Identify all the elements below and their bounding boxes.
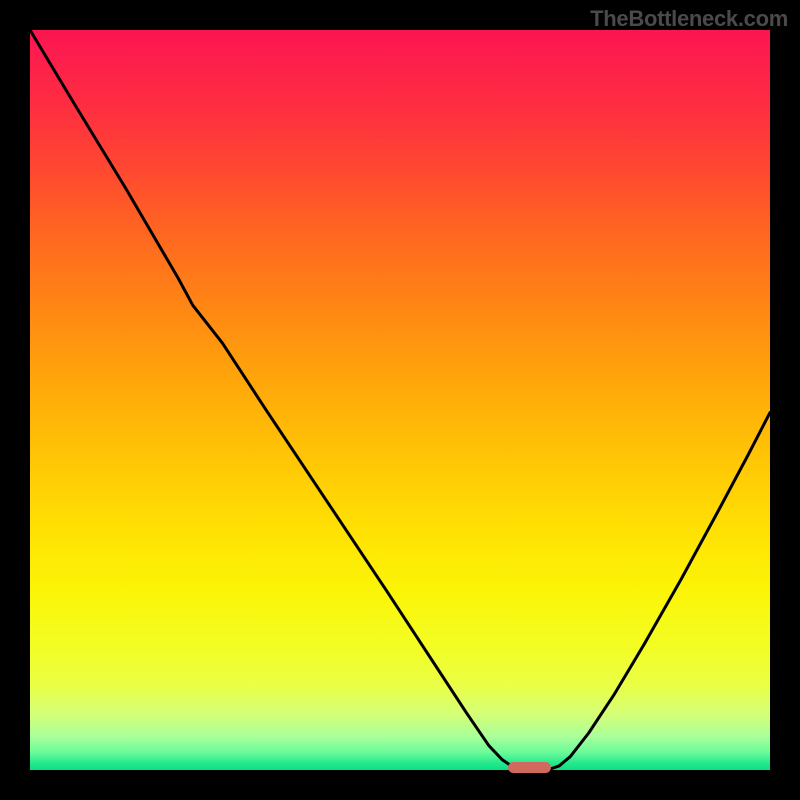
gradient-plot-background — [30, 30, 770, 770]
watermark-text: TheBottleneck.com — [590, 6, 788, 32]
optimal-marker-icon — [508, 762, 551, 773]
gradient-rect — [30, 30, 770, 770]
chart-container: TheBottleneck.com — [0, 0, 800, 800]
